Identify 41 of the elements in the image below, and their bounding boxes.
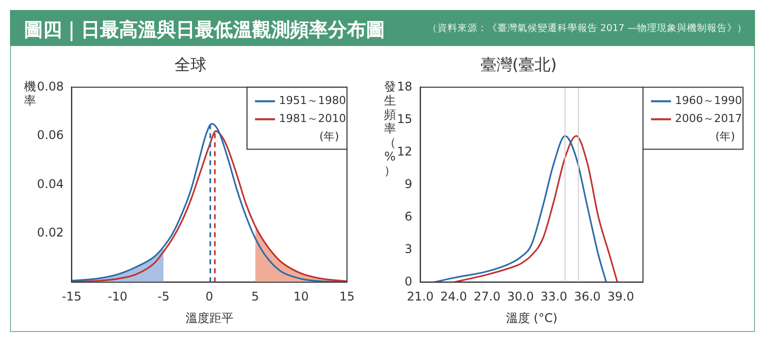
legend-label: 2006～2017 — [675, 112, 742, 126]
x-axis-title: 溫度 (°C) — [506, 310, 558, 325]
x-tick-label: 24.0 — [440, 290, 468, 304]
x-tick-label: 21.0 — [406, 290, 434, 304]
x-tick-label: -15 — [62, 290, 82, 304]
y-tick-label: 0.06 — [37, 128, 64, 142]
line-series — [432, 135, 608, 282]
x-tick-label: 39.0 — [607, 290, 634, 304]
x-tick-label: -5 — [157, 290, 170, 304]
x-tick-label: 10 — [293, 290, 309, 304]
x-tick-label: 15 — [339, 290, 355, 304]
chart-title: 臺灣(臺北) — [480, 54, 557, 74]
x-axis-title: 溫度距平 — [185, 310, 234, 325]
x-tick-label: 0 — [206, 290, 214, 304]
y-axis-title: 發生頻率（%） — [384, 79, 396, 178]
legend-title: (年) — [715, 130, 735, 144]
x-tick-label: 36.0 — [574, 290, 601, 304]
x-tick-label: -10 — [108, 290, 128, 304]
y-tick-label: 15 — [396, 112, 412, 126]
line-series — [452, 135, 618, 282]
y-tick-label: 0 — [404, 274, 412, 288]
legend-label: 1951～1980 — [279, 94, 346, 108]
y-tick-label: 0.08 — [37, 79, 64, 94]
chart-title: 全球 — [174, 54, 206, 74]
text: 圖四｜日最高溫與日最低溫觀測頻率分布圖 — [24, 18, 385, 43]
y-tick-label: 6 — [404, 209, 412, 224]
y-axis-title: 機率 — [24, 79, 36, 108]
y-tick-label: 3 — [404, 242, 412, 256]
x-tick-label: 30.0 — [507, 290, 534, 304]
x-tick-label: 33.0 — [540, 290, 568, 304]
y-tick-label: 18 — [396, 79, 412, 94]
y-tick-label: 12 — [396, 144, 412, 158]
y-tick-label: 0.02 — [37, 226, 64, 240]
text: （資料來源：《臺灣氣候變遷科學報告 2017 —物理現象與機制報告》） — [427, 22, 747, 35]
x-tick-label: 27.0 — [474, 290, 500, 304]
y-tick-label: 9 — [404, 176, 412, 191]
x-tick-label: 5 — [251, 290, 260, 304]
legend-label: 1960～1990 — [675, 94, 742, 108]
legend-title: (年) — [319, 130, 339, 144]
y-tick-label: 0.04 — [37, 176, 64, 191]
legend-label: 1981～2010 — [279, 112, 346, 126]
